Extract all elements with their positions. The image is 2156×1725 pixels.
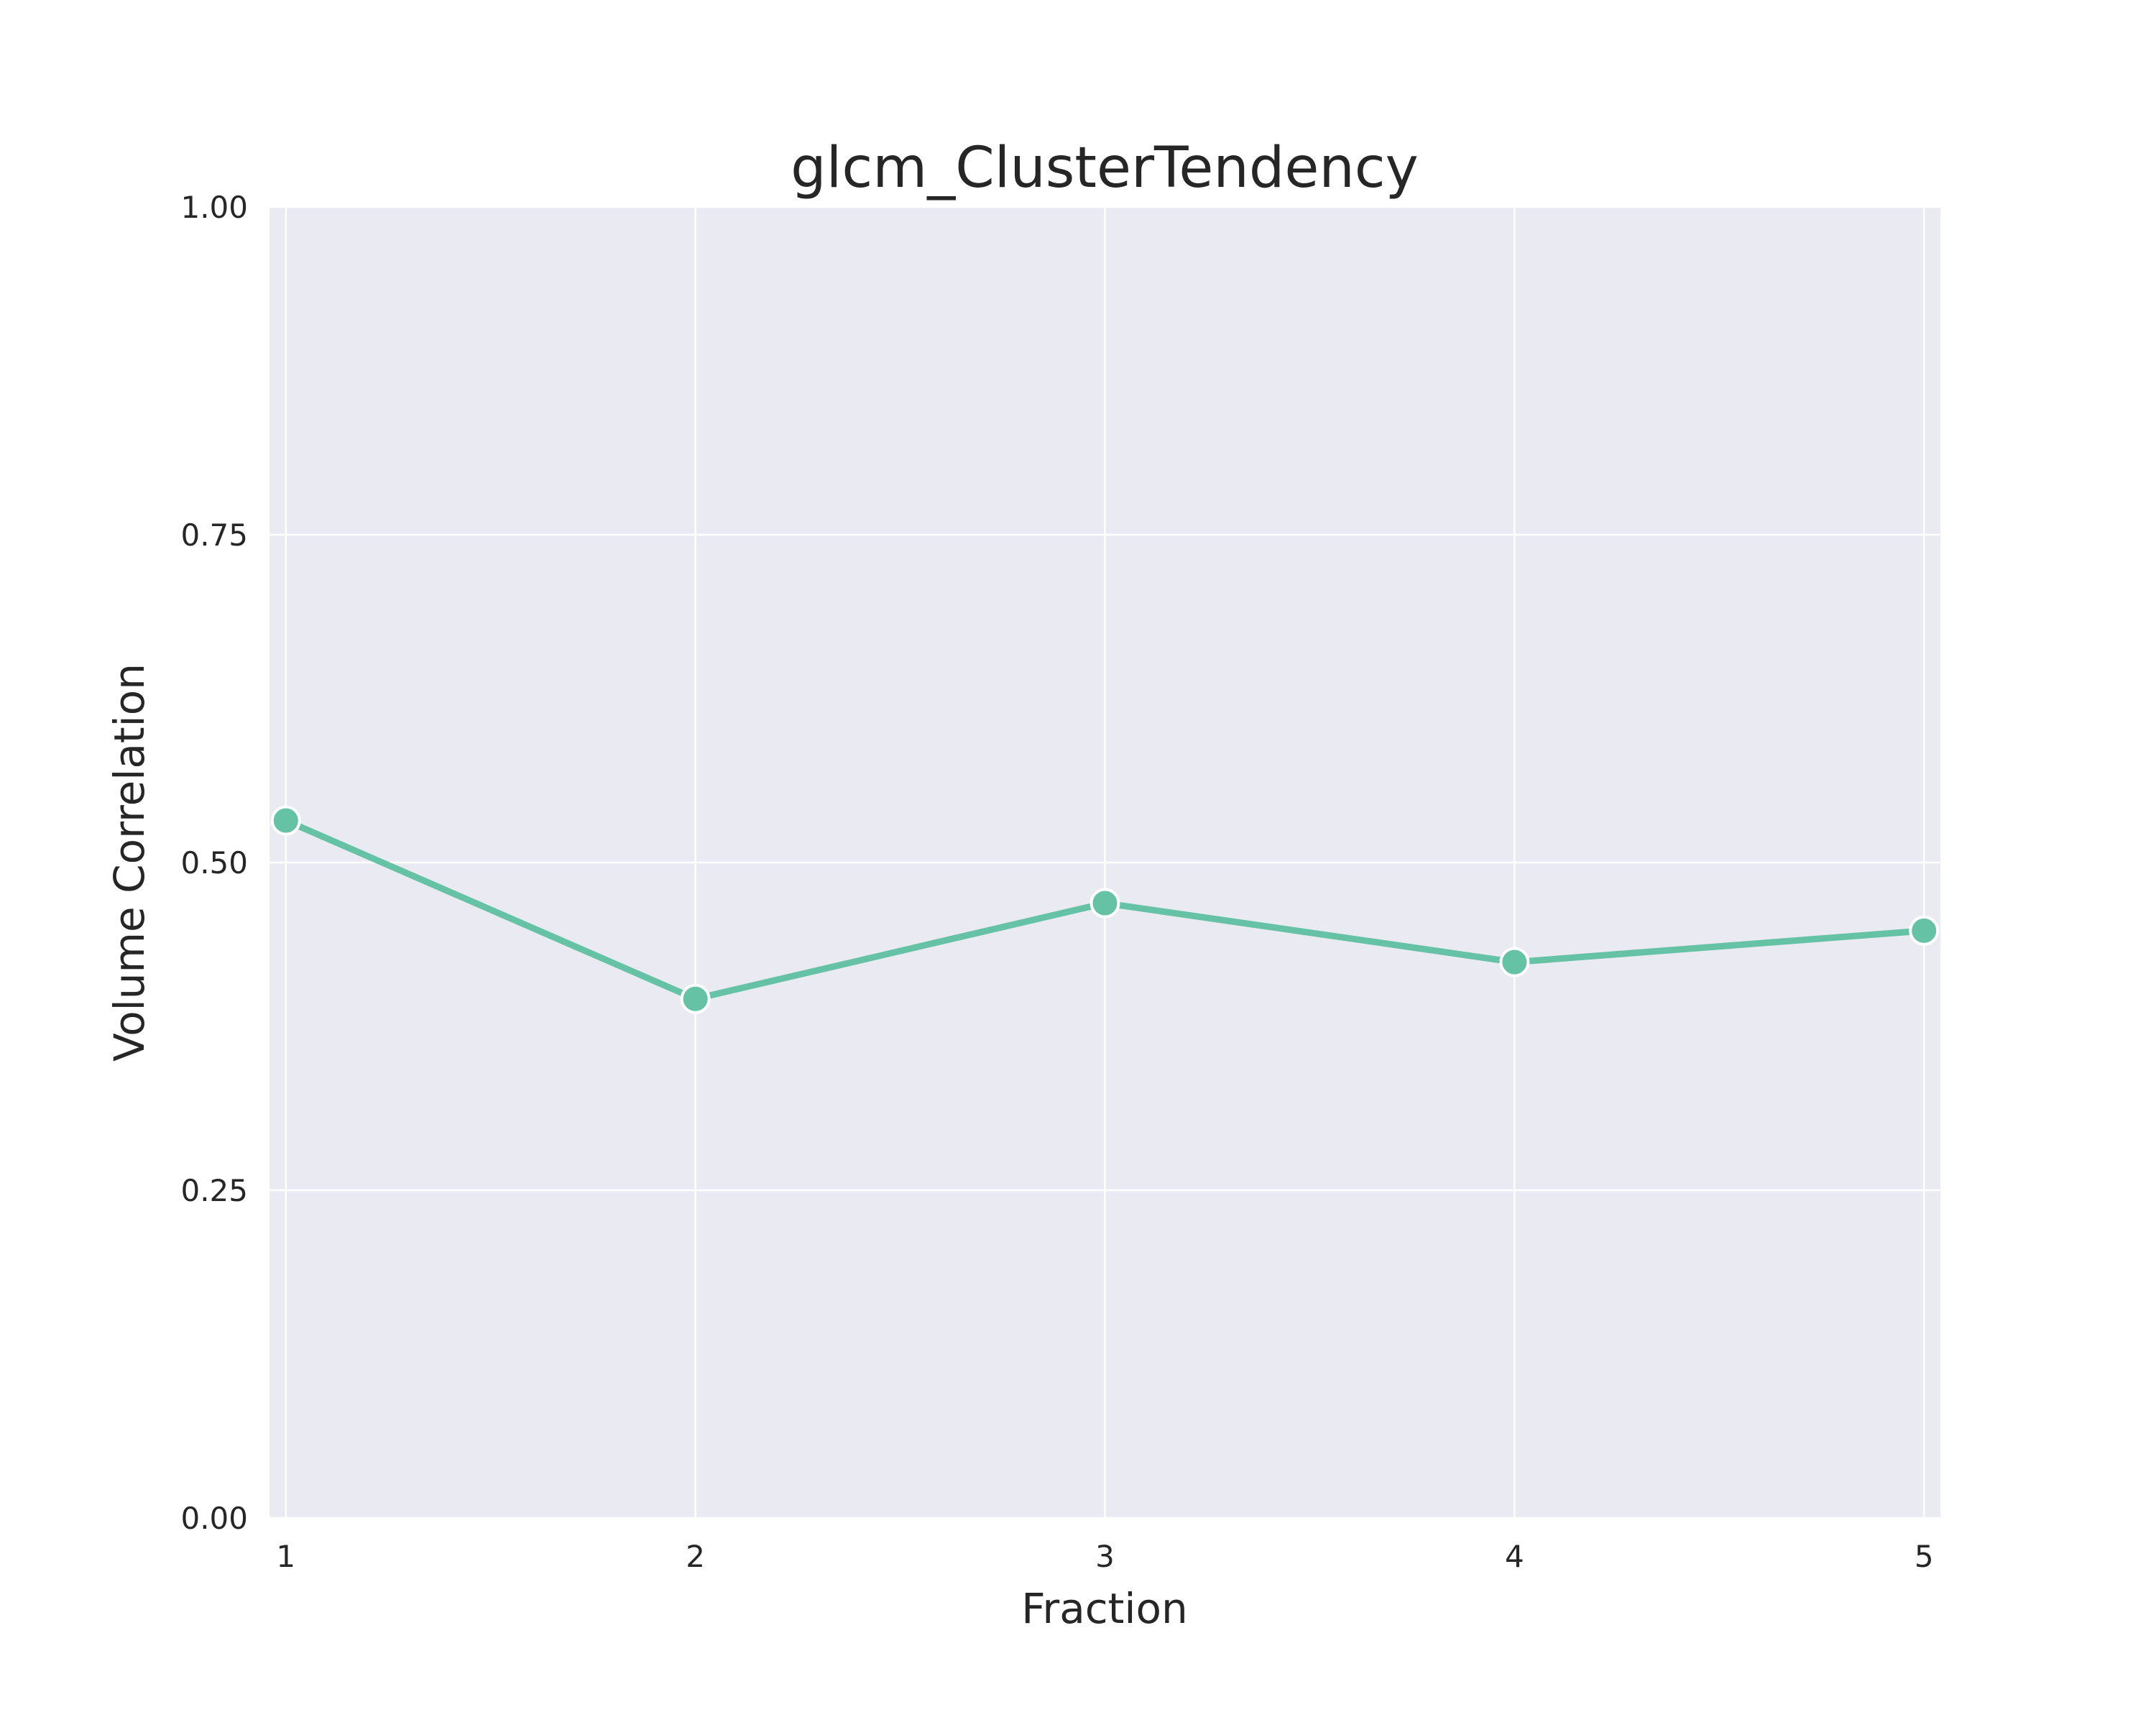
x-tick-label: 1 — [276, 1539, 295, 1574]
x-tick-label: 2 — [686, 1539, 705, 1574]
y-tick-label: 0.50 — [180, 845, 248, 880]
y-axis-label: Volume Correlation — [105, 663, 154, 1062]
data-point — [680, 983, 711, 1014]
y-tick-label: 0.75 — [180, 518, 248, 553]
y-tick-label: 0.00 — [180, 1501, 248, 1536]
x-tick-label: 5 — [1915, 1539, 1934, 1574]
x-axis-label: Fraction — [1021, 1584, 1188, 1633]
x-tick-label: 3 — [1095, 1539, 1115, 1574]
chart-title: glcm_ClusterTendency — [791, 136, 1419, 201]
data-point — [270, 805, 301, 836]
x-tick-label: 4 — [1505, 1539, 1524, 1574]
x-axis-ticks: 1 2 3 4 5 — [276, 1539, 1933, 1574]
data-point — [1089, 888, 1120, 919]
data-point — [1499, 947, 1530, 978]
y-tick-label: 1.00 — [180, 190, 248, 225]
grid-lines — [270, 206, 1940, 1519]
y-tick-label: 0.25 — [180, 1173, 248, 1208]
data-point — [1909, 915, 1940, 946]
y-axis-ticks: 0.00 0.25 0.50 0.75 1.00 — [180, 190, 248, 1536]
series-layer — [270, 805, 1940, 1014]
